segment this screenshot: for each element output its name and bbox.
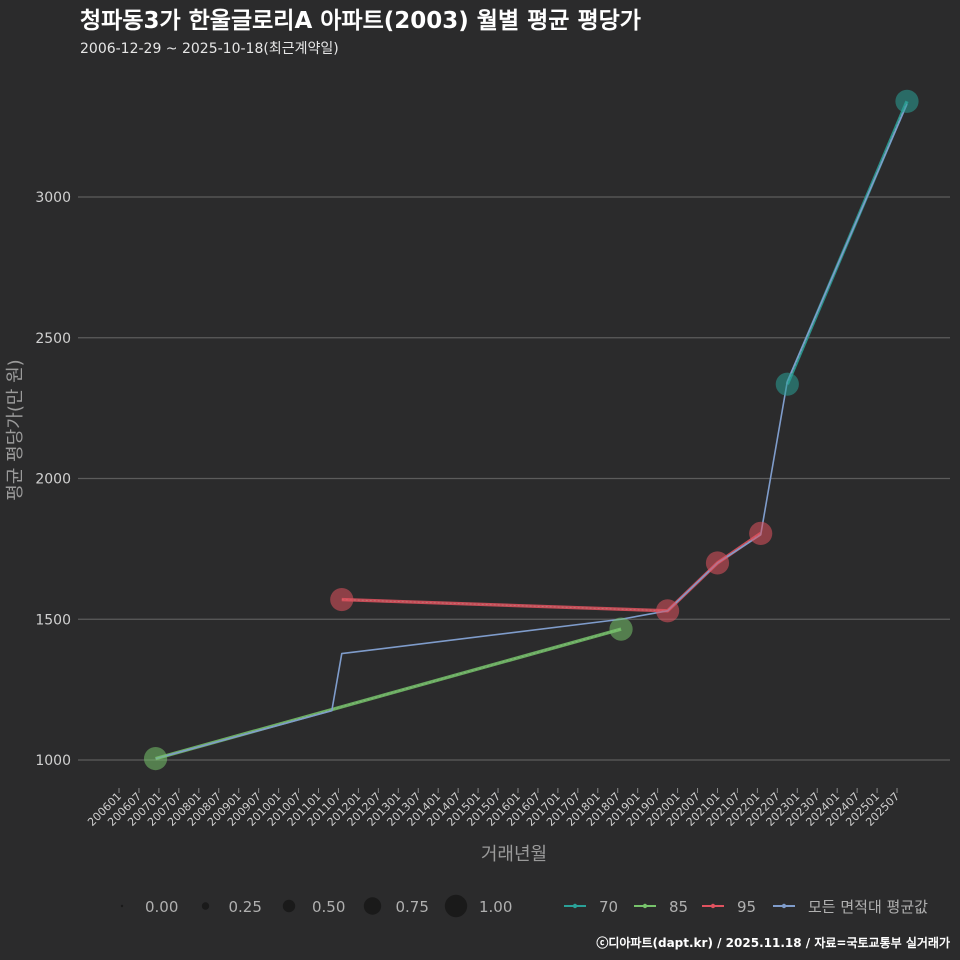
series-lines xyxy=(155,100,909,761)
legend: 0.00 0.25 0.50 0.75 1.00 70 85 95 모든 면적대 평균값 xyxy=(120,894,928,918)
size-legend-dot xyxy=(201,902,210,910)
footer-credit: ⓒ디아파트(dapt.kr) / 2025.11.18 / 자료=국토교통부 실… xyxy=(596,935,950,950)
y-tick-label: 1000 xyxy=(35,753,71,769)
series-line-모든 면적대 평균값 xyxy=(155,103,908,760)
size-legend-label: 0.00 xyxy=(145,898,178,916)
y-tick-label: 2500 xyxy=(35,331,71,347)
series-legend-label: 모든 면적대 평균값 xyxy=(808,898,928,916)
chart-title: 청파동3가 한울글로리A 아파트(2003) 월별 평균 평당가 xyxy=(80,8,641,34)
series-legend-label: 95 xyxy=(737,898,756,916)
size-legend-label: 0.50 xyxy=(312,898,345,916)
data-point xyxy=(895,89,919,113)
data-point xyxy=(609,617,633,641)
y-tick-label: 1500 xyxy=(35,612,71,628)
y-tick-label: 2000 xyxy=(35,472,71,488)
series-line-95 xyxy=(341,531,762,613)
chart-subtitle: 2006-12-29 ~ 2025-10-18(최근계약일) xyxy=(80,41,339,57)
series-legend-label: 70 xyxy=(599,898,618,916)
series-legend-dot xyxy=(710,903,716,909)
data-point xyxy=(143,746,168,771)
size-legend-dot xyxy=(444,894,468,918)
data-point xyxy=(749,521,773,545)
series-line-highlight xyxy=(341,532,761,612)
size-legend-dot xyxy=(363,897,382,915)
size-legend-label: 0.25 xyxy=(229,898,262,916)
data-point xyxy=(775,372,799,396)
y-tick-label: 3000 xyxy=(35,190,71,206)
series-legend-label: 85 xyxy=(669,898,688,916)
series-legend-dot xyxy=(642,903,648,909)
series-legend-dot xyxy=(781,903,787,909)
series-points xyxy=(143,89,919,771)
series-legend-dot xyxy=(572,903,578,909)
size-legend-label: 1.00 xyxy=(479,898,512,916)
x-axis-label: 거래년월 xyxy=(481,844,547,865)
data-point xyxy=(656,599,680,623)
gridlines xyxy=(78,196,950,761)
data-point xyxy=(330,587,354,612)
data-point xyxy=(705,551,730,575)
size-legend-label: 0.75 xyxy=(396,898,429,916)
x-tick-labels: 2006012006072007012007072008012008072009… xyxy=(85,788,902,829)
size-legend-dot xyxy=(120,904,124,908)
size-legend-dot xyxy=(282,899,296,913)
y-axis-label: 평균 평당가(만 원) xyxy=(5,359,26,500)
y-tick-labels: 1000 1500 2000 2500 3000 xyxy=(35,190,71,769)
